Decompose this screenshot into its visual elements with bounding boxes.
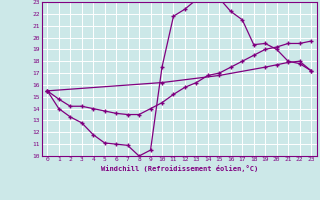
X-axis label: Windchill (Refroidissement éolien,°C): Windchill (Refroidissement éolien,°C) <box>100 165 258 172</box>
